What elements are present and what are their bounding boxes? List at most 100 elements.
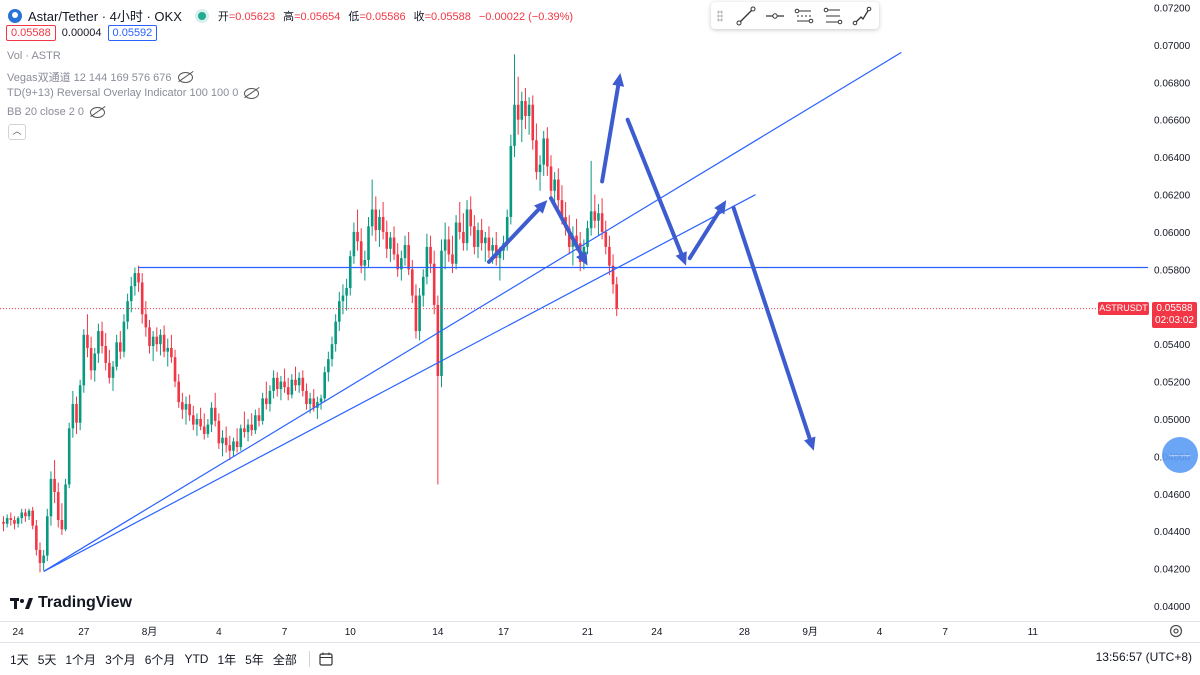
scroll-to-realtime-button[interactable]: —·— <box>1162 437 1198 473</box>
arrow-shaft[interactable] <box>600 83 621 184</box>
arrow-head[interactable] <box>576 251 588 266</box>
arrow-shaft[interactable] <box>549 196 584 257</box>
hidden-eye-icon[interactable] <box>90 106 106 118</box>
candle-body <box>396 254 399 270</box>
candle-body <box>370 209 374 227</box>
y-tick-label: 0.05400 <box>1154 340 1191 351</box>
collapse-legend-button[interactable]: ︿ <box>8 124 26 140</box>
candle-body <box>155 336 159 345</box>
trend-line[interactable] <box>43 51 902 572</box>
candle-body <box>421 276 425 296</box>
candle-body <box>513 104 516 146</box>
range-5y[interactable]: 5年 <box>245 652 264 667</box>
indicator-vegas[interactable]: Vegas双通道 12 144 169 576 676 <box>7 69 193 85</box>
regression-icon[interactable] <box>821 5 845 27</box>
range-1d[interactable]: 1天 <box>10 652 29 667</box>
gear-icon[interactable] <box>1168 623 1184 639</box>
trend-line[interactable] <box>43 194 756 572</box>
candle-body <box>520 101 524 120</box>
candle-body <box>224 437 228 446</box>
hidden-eye-icon[interactable] <box>244 87 260 99</box>
hidden-eye-icon[interactable] <box>177 71 193 83</box>
arrow-head[interactable] <box>534 200 548 214</box>
candle-body <box>49 478 53 517</box>
x-tick-label: 11 <box>1028 627 1039 638</box>
range-1m[interactable]: 1个月 <box>65 652 97 667</box>
candle-body <box>330 344 334 360</box>
parallel-channel-icon[interactable] <box>792 5 816 27</box>
candle-body <box>414 295 418 332</box>
candle-body <box>374 209 378 231</box>
candle-body <box>173 357 177 382</box>
candle-body <box>316 402 319 408</box>
arrow-head[interactable] <box>804 436 816 451</box>
x-tick-label: 9月 <box>802 626 818 638</box>
arrow-head[interactable] <box>612 72 625 87</box>
y-tick-label: 0.06800 <box>1154 78 1191 89</box>
drag-handle-icon[interactable] <box>717 9 723 22</box>
buy-price-button[interactable]: 0.05592 <box>107 25 158 41</box>
path-icon[interactable] <box>850 5 874 27</box>
range-1y[interactable]: 1年 <box>217 652 237 667</box>
sell-price-button[interactable]: 0.05588 <box>6 25 56 41</box>
candle-body <box>119 342 122 352</box>
range-ytd[interactable]: YTD <box>184 652 209 666</box>
arrow-shaft[interactable] <box>486 207 541 264</box>
indicator-td[interactable]: TD(9+13) Reversal Overlay Indicator 100 … <box>7 87 260 99</box>
y-tick-label: 0.05200 <box>1154 378 1191 389</box>
indicator-bb[interactable]: BB 20 close 2 0 <box>7 106 106 118</box>
candle-body <box>250 424 253 431</box>
range-5d[interactable]: 5天 <box>37 652 57 667</box>
candle-body <box>560 200 564 217</box>
calendar-goto-icon[interactable] <box>318 651 334 667</box>
candle-body <box>177 381 180 403</box>
symbol-price-label: ASTRUSDT <box>1098 302 1149 315</box>
range-3m[interactable]: 3个月 <box>105 652 136 667</box>
arrow-shaft[interactable] <box>731 205 812 441</box>
candle-body <box>133 273 137 287</box>
candle-body <box>524 101 527 116</box>
arrow-shaft[interactable] <box>625 117 684 256</box>
candle-body <box>294 379 297 386</box>
candle-body <box>162 334 166 352</box>
candle-body <box>575 235 578 244</box>
candle-body <box>484 237 487 244</box>
range-all[interactable]: 全部 <box>272 652 297 667</box>
candle-body <box>129 286 133 302</box>
candle-body <box>246 424 250 433</box>
symbol-title[interactable]: Astar/Tether · 4小时 · OKX <box>28 9 182 24</box>
candle-body <box>381 216 385 232</box>
candle-body <box>476 230 480 247</box>
candle-body <box>436 304 440 376</box>
candle-body <box>367 226 370 260</box>
x-tick-label: 4 <box>877 627 883 638</box>
candle-body <box>535 140 538 173</box>
candle-body <box>348 256 352 289</box>
candle-body <box>115 342 118 367</box>
candle-body <box>345 288 348 296</box>
candle-body <box>308 398 312 405</box>
horizontal-ray-icon[interactable] <box>763 5 787 27</box>
range-6m[interactable]: 6个月 <box>144 652 176 667</box>
indicator-label: Vol · ASTR <box>7 50 61 62</box>
trend-line-icon[interactable] <box>734 5 758 27</box>
trade-buttons: 0.05588 0.00004 0.05592 <box>6 25 158 41</box>
candle-body <box>297 377 301 386</box>
arrow-head[interactable] <box>714 200 727 215</box>
candle-body <box>31 510 34 526</box>
candle-body <box>611 265 615 285</box>
y-tick-label: 0.06400 <box>1154 153 1191 164</box>
y-tick-label: 0.06000 <box>1154 228 1191 239</box>
candle-body <box>46 516 49 556</box>
candle-body <box>104 346 107 363</box>
clock-timezone[interactable]: 13:56:57 (UTC+8) <box>1095 650 1192 664</box>
candle-body <box>254 415 257 431</box>
arrow-shaft[interactable] <box>687 209 722 261</box>
candle-body <box>2 521 5 524</box>
arrow-head[interactable] <box>675 251 687 266</box>
candle-body <box>82 334 86 386</box>
candle-body <box>213 407 217 421</box>
candle-body <box>305 390 308 405</box>
indicator-volume[interactable]: Vol · ASTR <box>7 50 61 62</box>
